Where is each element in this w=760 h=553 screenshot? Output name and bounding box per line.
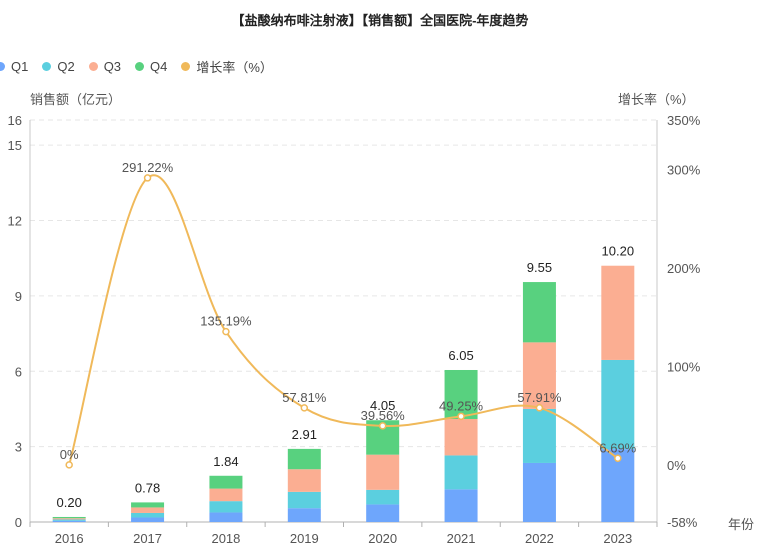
- legend-item-q3[interactable]: Q3: [88, 58, 122, 74]
- growth-rate-point: [378, 422, 387, 430]
- bar-q2-2023: [601, 359, 635, 450]
- bar-q3-2022: [522, 342, 556, 409]
- y-tick-label: 6: [15, 364, 22, 379]
- y-axis-title: 销售额（亿元）: [30, 92, 122, 107]
- bar-q1-2021: [444, 489, 478, 522]
- legend-label-q1: Q1: [11, 58, 29, 74]
- x-axis-title: 年份: [728, 517, 755, 532]
- bar-q2-2021: [444, 455, 478, 490]
- growth-rate-point: [65, 461, 73, 469]
- growth-rate-point: [614, 454, 622, 463]
- y2-tick-label: 100%: [667, 359, 701, 374]
- y-tick-label: 0: [15, 515, 22, 530]
- legend-label-q4: Q4: [150, 58, 168, 74]
- bar-q2-2016: [52, 519, 86, 521]
- growth-rate-point: [535, 404, 544, 412]
- y-tick-label: 16: [8, 113, 22, 128]
- growth-rate-label: 57.81%: [282, 390, 327, 405]
- bar-total-label: 0.78: [135, 480, 160, 495]
- y2-tick-label: 300%: [667, 162, 701, 177]
- growth-rate-label: 135.19%: [200, 314, 252, 329]
- x-tick-label: 2021: [447, 531, 476, 546]
- x-tick-label: 2018: [211, 531, 240, 546]
- growth-rate-label: 49.25%: [439, 398, 484, 413]
- bar-total-label: 9.55: [527, 260, 552, 275]
- bar-q4-2019: [287, 448, 321, 470]
- bar-q2-2017: [131, 512, 165, 518]
- bar-q4-2021: [444, 369, 478, 419]
- bar-q2-2022: [522, 408, 556, 463]
- bar-q4-2022: [522, 282, 556, 343]
- growth-rate-point: [300, 404, 309, 412]
- legend-item-q2[interactable]: Q2: [42, 58, 75, 74]
- bar-q3-2021: [444, 418, 478, 456]
- chart-legend: Q1 Q2 Q3 Q4 增长率（%）: [0, 57, 287, 75]
- bar-q4-2018: [209, 475, 243, 489]
- y-tick-label: 15: [8, 138, 22, 153]
- bar-q4-2017: [131, 502, 165, 508]
- y-tick-label: 12: [8, 214, 22, 229]
- bar-q2-2020: [366, 489, 400, 505]
- bar-q3-2020: [366, 454, 400, 490]
- bar-q1-2019: [287, 508, 321, 522]
- bar-q3-2018: [209, 488, 243, 502]
- bar-total-label: 2.91: [292, 427, 317, 442]
- growth-rate-label: 291.22%: [122, 160, 174, 175]
- growth-rate-point: [143, 174, 152, 182]
- x-tick-label: 2016: [55, 531, 84, 546]
- bar-q3-2019: [287, 469, 321, 492]
- bar-q3-2016: [52, 518, 86, 520]
- legend-label-growth: 增长率（%）: [196, 59, 273, 75]
- legend-marker-q1: [0, 61, 5, 71]
- legend-label-q3: Q3: [103, 58, 122, 74]
- legend-item-q4[interactable]: Q4: [135, 59, 167, 74]
- bar-q1-2022: [522, 462, 556, 522]
- legend-item-growth[interactable]: 增长率（%）: [181, 57, 273, 76]
- growth-rate-point: [222, 327, 230, 336]
- bar-total-label: 6.05: [448, 348, 473, 363]
- bar-q1-2020: [366, 504, 400, 522]
- chart-title: 【盐酸纳布啡注射液】【销售额】全国医院-年度趋势: [231, 13, 529, 28]
- x-tick-label: 2023: [603, 531, 632, 546]
- y-tick-label: 9: [15, 289, 22, 304]
- legend-marker-q3: [88, 61, 98, 71]
- x-tick-label: 2017: [133, 531, 162, 546]
- bar-q2-2018: [209, 501, 243, 513]
- bar-q4-2016: [52, 516, 86, 519]
- bar-q1-2016: [52, 520, 86, 522]
- legend-marker-q2: [42, 61, 52, 71]
- legend-marker-q4: [135, 61, 145, 71]
- y-tick-label: 3: [15, 440, 22, 455]
- bar-q1-2018: [209, 512, 243, 522]
- y2-tick-label: 0%: [667, 458, 686, 473]
- bar-total-label: 0.20: [57, 495, 82, 510]
- bar-q2-2019: [287, 491, 321, 509]
- legend-marker-growth: [181, 61, 191, 71]
- x-tick-label: 2022: [525, 531, 554, 546]
- y2-tick-label: 350%: [667, 113, 701, 128]
- growth-rate-line: [68, 174, 619, 466]
- y2-axis-title: 增长率（%）: [618, 92, 695, 107]
- bar-q3-2023: [601, 265, 635, 360]
- bar-total-label: 4.05: [370, 398, 395, 413]
- x-tick-label: 2020: [368, 531, 397, 546]
- bar-q1-2017: [131, 517, 165, 522]
- legend-label-q2: Q2: [57, 58, 75, 74]
- bar-total-label: 10.20: [602, 244, 635, 259]
- growth-rate-label: 57.91%: [517, 390, 562, 405]
- growth-rate-label: 39.56%: [361, 408, 406, 423]
- bar-q3-2017: [131, 507, 165, 513]
- bar-total-label: 1.84: [213, 454, 238, 469]
- growth-rate-point: [457, 412, 465, 421]
- legend-item-q1[interactable]: Q1: [0, 59, 28, 74]
- growth-rate-label: 0%: [60, 447, 79, 462]
- growth-rate-label: 6.69%: [599, 440, 636, 455]
- y2-tick-label: -58%: [667, 515, 698, 530]
- y2-tick-label: 200%: [667, 261, 701, 276]
- x-tick-label: 2019: [290, 531, 319, 546]
